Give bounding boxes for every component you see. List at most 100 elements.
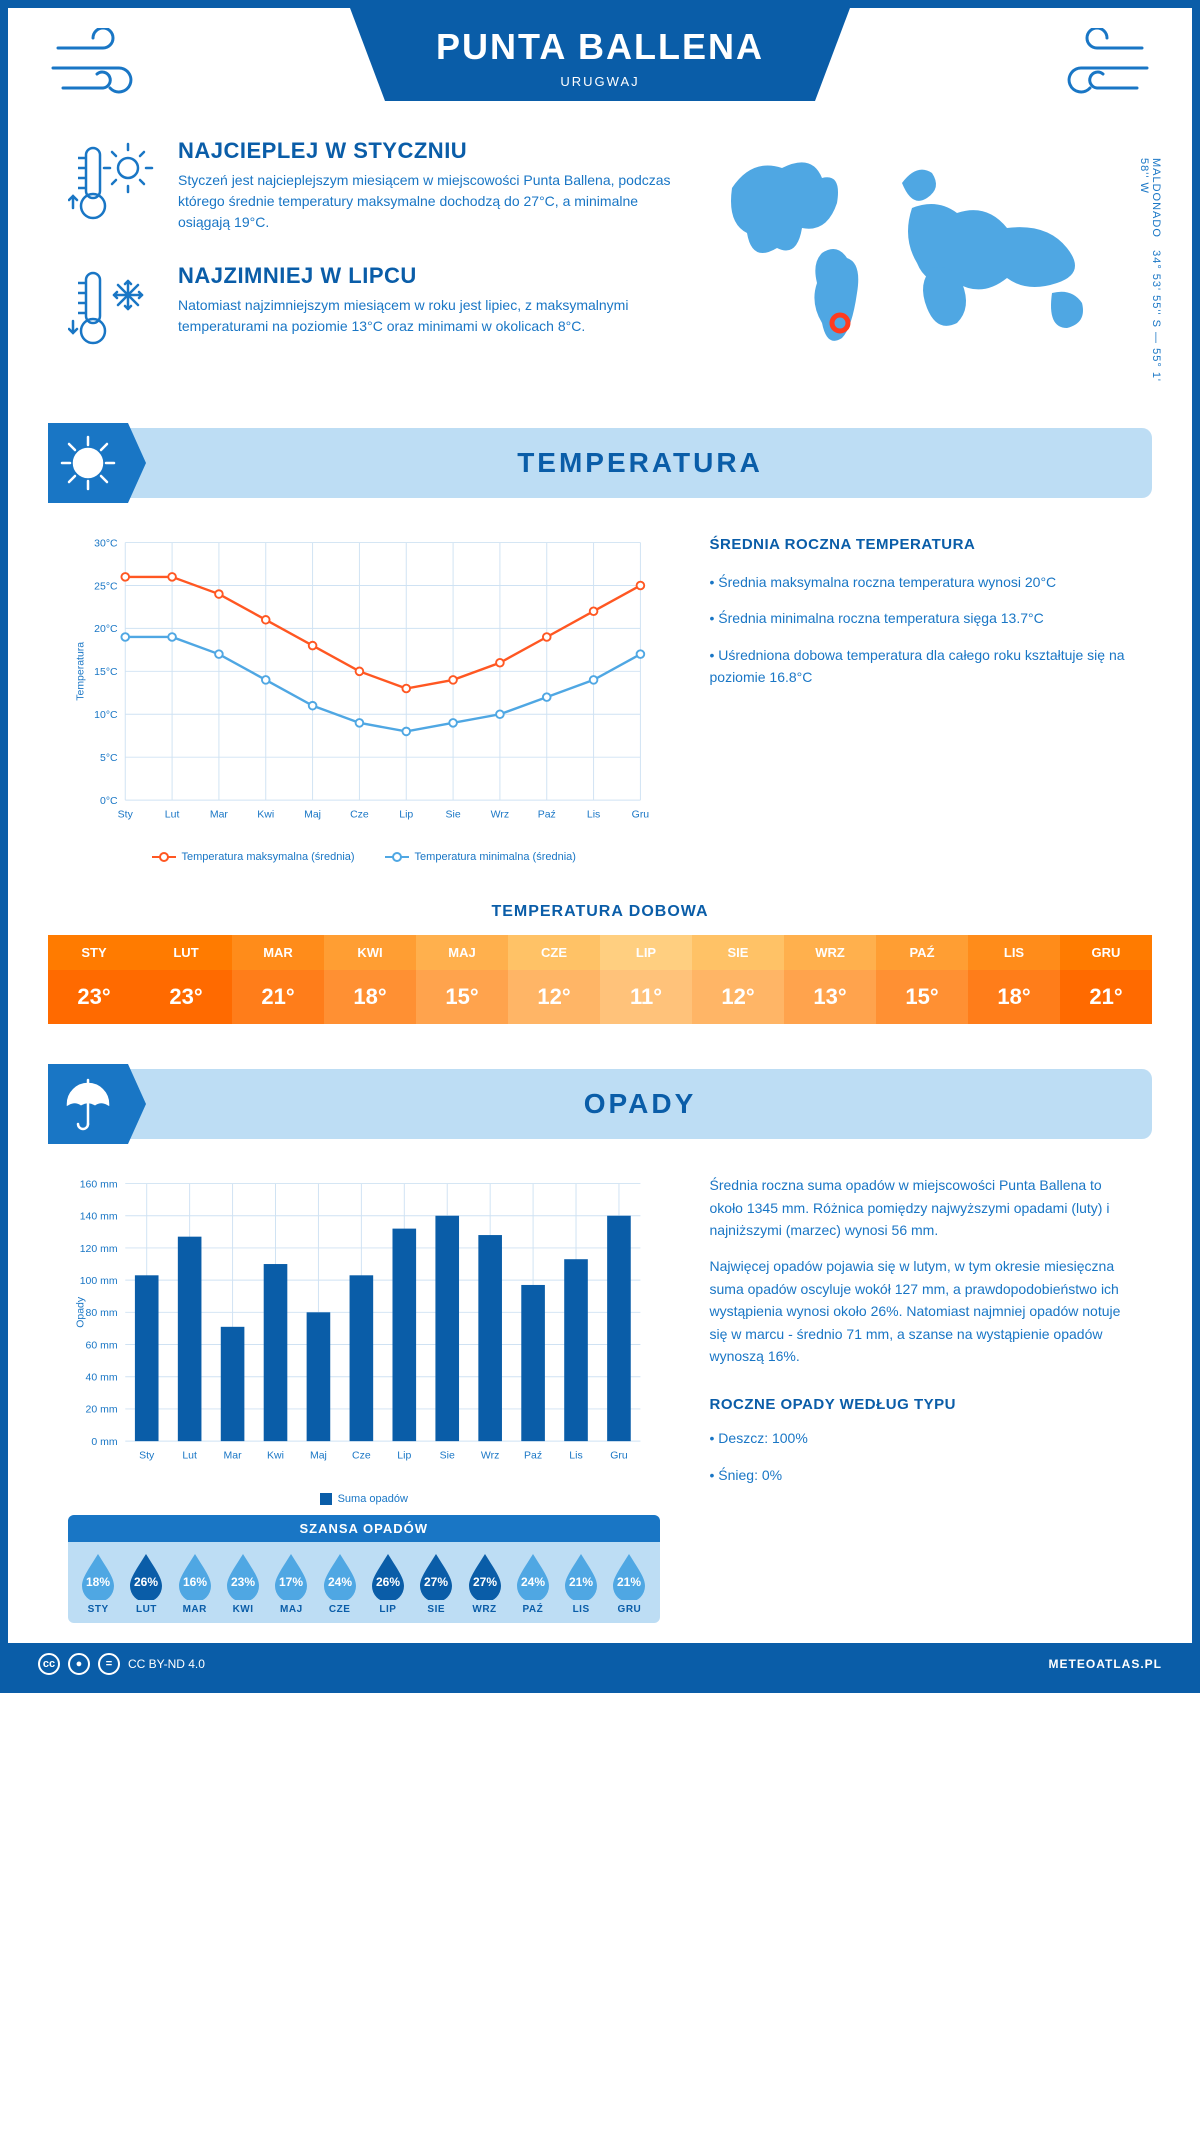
page-subtitle: URUGWAJ [410,74,790,89]
svg-text:100 mm: 100 mm [80,1276,118,1287]
raindrop-icon: 26% [126,1552,166,1600]
svg-text:Kwi: Kwi [267,1451,284,1462]
daily-cell: GRU 21° [1060,935,1152,1024]
svg-text:Paź: Paź [538,809,556,820]
svg-text:Mar: Mar [210,809,229,820]
svg-text:21%: 21% [617,1575,641,1589]
svg-text:Sty: Sty [118,809,134,820]
svg-text:0 mm: 0 mm [91,1437,117,1448]
temp-side-point: • Średnia maksymalna roczna temperatura … [710,571,1133,593]
raindrop-icon: 24% [513,1552,553,1600]
svg-text:Gru: Gru [632,809,650,820]
svg-text:17%: 17% [279,1575,303,1589]
daily-temp-title: TEMPERATURA DOBOWA [8,903,1192,921]
svg-text:Paź: Paź [524,1451,542,1462]
chance-cell: 24% CZE [315,1552,363,1615]
svg-text:40 mm: 40 mm [86,1373,118,1384]
raindrop-icon: 27% [465,1552,505,1600]
svg-text:Sty: Sty [139,1451,155,1462]
chance-cell: 23% KWI [219,1552,267,1615]
svg-text:Cze: Cze [350,809,369,820]
raindrop-icon: 24% [320,1552,360,1600]
daily-cell: LIP 11° [600,935,692,1024]
nd-icon: = [98,1653,120,1675]
temp-side-point: • Średnia minimalna roczna temperatura s… [710,607,1133,629]
title-banner: PUNTA BALLENA URUGWAJ [350,8,850,101]
page-title: PUNTA BALLENA [410,26,790,68]
svg-text:15°C: 15°C [94,667,118,678]
svg-text:Lip: Lip [397,1451,411,1462]
wind-icon [1032,28,1152,108]
svg-text:Lut: Lut [165,809,180,820]
by-icon: ● [68,1653,90,1675]
raindrop-icon: 21% [561,1552,601,1600]
svg-text:160 mm: 160 mm [80,1180,118,1191]
thermometer-sun-icon [68,138,158,228]
summary-hot-title: NAJCIEPLEJ W STYCZNIU [178,138,672,164]
svg-text:24%: 24% [328,1575,352,1589]
svg-text:26%: 26% [134,1575,158,1589]
legend-item: Temperatura maksymalna (średnia) [152,851,355,863]
svg-text:140 mm: 140 mm [80,1212,118,1223]
chance-cell: 26% LIP [364,1552,412,1615]
daily-cell: MAR 21° [232,935,324,1024]
thermometer-snow-icon [68,263,158,353]
section-title-temperature: TEMPERATURA [517,447,763,479]
chance-cell: 26% LUT [122,1552,170,1615]
svg-text:120 mm: 120 mm [80,1244,118,1255]
precipitation-summary-text: Średnia roczna suma opadów w miejscowośc… [710,1174,1133,1622]
summary-hot-body: Styczeń jest najcieplejszym miesiącem w … [178,170,672,233]
section-title-precipitation: OPADY [584,1088,697,1120]
svg-text:18%: 18% [86,1575,110,1589]
summary-cold-title: NAJZIMNIEJ W LIPCU [178,263,672,289]
daily-cell: PAŹ 15° [876,935,968,1024]
cc-icon: cc [38,1653,60,1675]
header: PUNTA BALLENA URUGWAJ [8,8,1192,138]
daily-cell: WRZ 13° [784,935,876,1024]
svg-text:Kwi: Kwi [257,809,274,820]
coords-label: MALDONADO 34° 53' 55'' S — 55° 1' 58'' W [1138,158,1162,383]
footer-brand: METEOATLAS.PL [1049,1657,1162,1671]
raindrop-icon: 18% [78,1552,118,1600]
temperature-line-chart: 0°C5°C10°C15°C20°C25°C30°CStyLutMarKwiMa… [68,533,660,863]
svg-text:24%: 24% [521,1575,545,1589]
temp-side-point: • Uśredniona dobowa temperatura dla całe… [710,644,1133,689]
precip-bytype-line: • Śnieg: 0% [710,1464,1133,1486]
svg-text:10°C: 10°C [94,710,118,721]
chance-cell: 16% MAR [171,1552,219,1615]
daily-cell: SIE 12° [692,935,784,1024]
svg-text:21%: 21% [569,1575,593,1589]
chance-cell: 24% PAŹ [509,1552,557,1615]
umbrella-icon [48,1064,128,1144]
svg-text:Maj: Maj [304,809,321,820]
temperature-summary-text: ŚREDNIA ROCZNA TEMPERATURA • Średnia mak… [710,533,1133,863]
footer: cc ● = CC BY-ND 4.0 METEOATLAS.PL [8,1643,1192,1685]
summary-hot: NAJCIEPLEJ W STYCZNIU Styczeń jest najci… [68,138,672,233]
summary-cold: NAJZIMNIEJ W LIPCU Natomiast najzimniejs… [68,263,672,353]
precipitation-bar-chart: 0 mm20 mm40 mm60 mm80 mm100 mm120 mm140 … [68,1174,660,1479]
svg-text:Maj: Maj [310,1451,327,1462]
precip-paragraph: Najwięcej opadów pojawia się w lutym, w … [710,1255,1133,1367]
precip-legend: Suma opadów [320,1493,408,1505]
daily-cell: LUT 23° [140,935,232,1024]
chance-cell: 18% STY [74,1552,122,1615]
daily-cell: LIS 18° [968,935,1060,1024]
svg-text:Mar: Mar [224,1451,243,1462]
wind-icon [48,28,168,108]
svg-text:Lip: Lip [399,809,413,820]
chance-cell: 17% MAJ [267,1552,315,1615]
svg-text:Temperatura: Temperatura [75,642,86,701]
summary-cold-body: Natomiast najzimniejszym miesiącem w rok… [178,295,672,337]
svg-text:Wrz: Wrz [481,1451,499,1462]
legend-item: Temperatura minimalna (średnia) [385,851,576,863]
raindrop-icon: 26% [368,1552,408,1600]
svg-text:Wrz: Wrz [491,809,509,820]
svg-text:25°C: 25°C [94,581,118,592]
svg-text:Lis: Lis [569,1451,582,1462]
svg-text:Sie: Sie [440,1451,455,1462]
raindrop-icon: 16% [175,1552,215,1600]
svg-text:0°C: 0°C [100,796,118,807]
raindrop-icon: 23% [223,1552,263,1600]
svg-text:Gru: Gru [610,1451,628,1462]
svg-text:60 mm: 60 mm [86,1341,118,1352]
